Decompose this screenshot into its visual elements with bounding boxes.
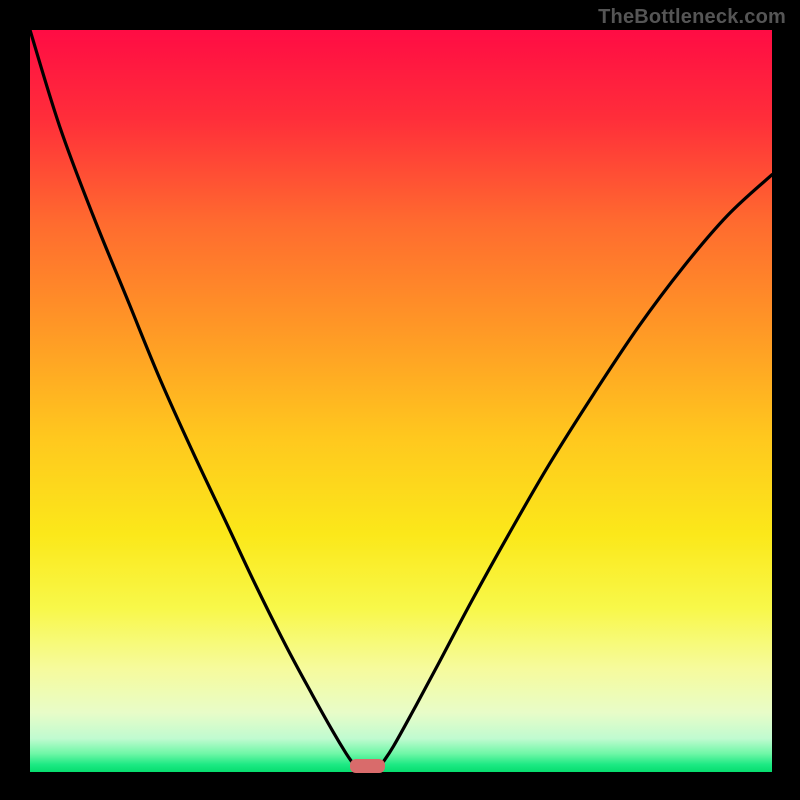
chart-container: TheBottleneck.com bbox=[0, 0, 800, 800]
curve-layer bbox=[30, 30, 772, 772]
watermark-text: TheBottleneck.com bbox=[598, 6, 786, 29]
bottleneck-curve bbox=[30, 30, 772, 763]
watermark-label: TheBottleneck.com bbox=[598, 6, 786, 28]
optimal-marker bbox=[350, 759, 386, 772]
plot-area bbox=[30, 30, 772, 772]
